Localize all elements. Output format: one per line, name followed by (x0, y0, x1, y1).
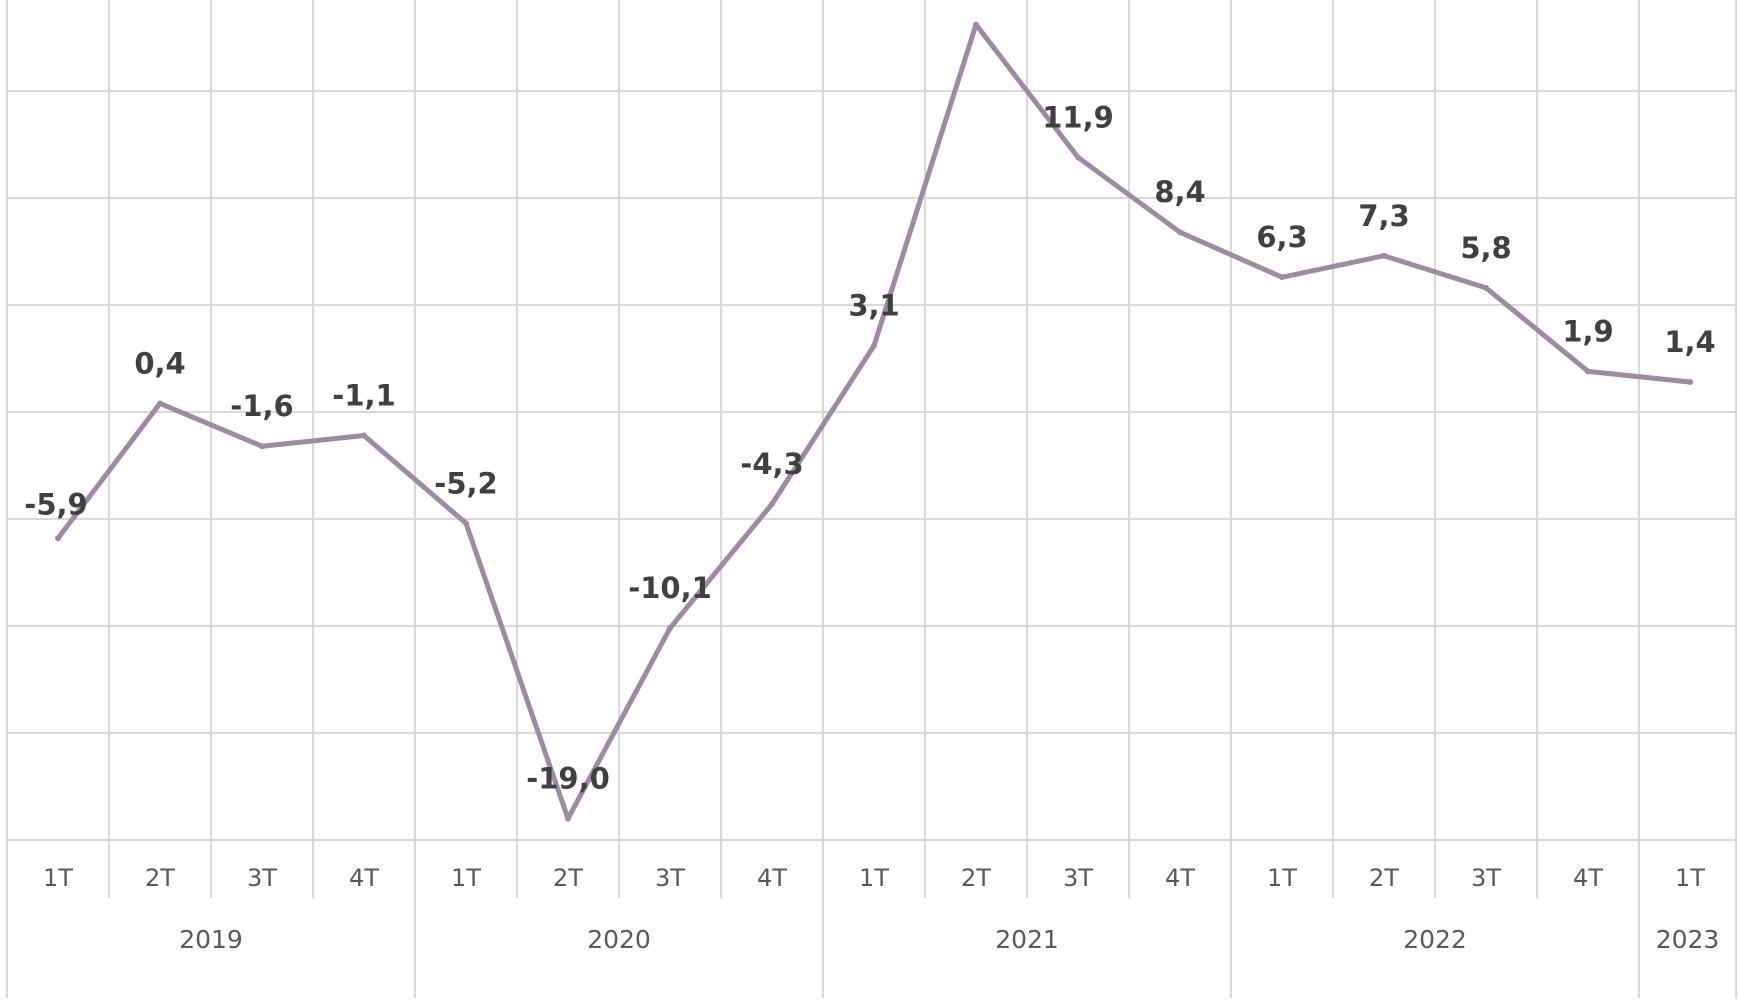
gridlines (6, 0, 1737, 841)
x-tick-label: 4T (1573, 864, 1603, 892)
data-point (1585, 368, 1591, 375)
x-tick-label: 1T (859, 864, 889, 892)
x-tick-label: 1T (1675, 864, 1705, 892)
data-point (1177, 229, 1183, 236)
series-layer (55, 21, 1693, 822)
data-label: 5,8 (1460, 231, 1511, 265)
data-point (1381, 252, 1387, 259)
year-group-label: 2021 (995, 925, 1059, 954)
data-label: -5,9 (24, 487, 87, 521)
data-label: 3,1 (848, 289, 899, 323)
year-group-label: 2020 (587, 925, 651, 954)
x-tick-label: 3T (247, 864, 277, 892)
data-label: -5,2 (434, 466, 497, 500)
x-tick-label: 1T (1267, 864, 1297, 892)
data-label: 7,3 (1358, 199, 1409, 233)
data-label: 6,3 (1256, 220, 1307, 254)
series-line (55, 22, 1693, 822)
x-tick-label: 2T (553, 864, 583, 892)
data-label: 11,9 (1042, 100, 1114, 134)
x-tick-label: 2T (145, 864, 175, 892)
data-label: 1,9 (1562, 314, 1613, 348)
x-tick-label: 1T (451, 864, 481, 892)
data-point (769, 501, 775, 508)
data-point (361, 432, 367, 439)
data-point (1075, 154, 1081, 161)
data-point (565, 815, 571, 822)
data-label: -10,1 (628, 571, 712, 605)
x-tick-label: 3T (1471, 864, 1501, 892)
data-point (871, 342, 877, 349)
year-group-label: 2019 (179, 925, 243, 954)
data-labels: -5,9 0,4 -1,6 -1,1 -5,2 -19,0 -10,1 -4,3 3,1 18,1… (24, 0, 1715, 796)
data-label: -1,1 (332, 379, 395, 413)
x-tick-label: 3T (655, 864, 685, 892)
data-label: 1,4 (1664, 325, 1715, 359)
data-point (259, 443, 265, 450)
data-label: 18,1 (940, 0, 1012, 2)
data-point (667, 625, 673, 632)
x-tick-label: 2T (1369, 864, 1399, 892)
year-group-label: 2023 (1656, 925, 1720, 954)
x-tick-label: 2T (961, 864, 991, 892)
data-label: -1,6 (230, 389, 293, 423)
year-group-label: 2022 (1403, 925, 1467, 954)
data-point (463, 520, 469, 527)
data-label: -4,3 (740, 447, 803, 481)
x-tick-label: 4T (1165, 864, 1195, 892)
data-label: -19,0 (526, 762, 610, 796)
x-tick-label: 1T (43, 864, 73, 892)
data-point (1279, 274, 1285, 281)
x-axis: 1T 2T 3T 4T 1T 2T 3T 4T 1T 2T 3T 4T 1T 2T 3T 4T 1T 2019 20… (6, 840, 1737, 998)
x-tick-label: 4T (757, 864, 787, 892)
data-label: 8,4 (1154, 175, 1205, 209)
data-point (55, 535, 61, 542)
data-point (973, 21, 979, 28)
x-tick-label: 3T (1063, 864, 1093, 892)
data-point (157, 400, 163, 407)
data-label: 0,4 (134, 346, 185, 380)
data-point (1483, 284, 1489, 291)
data-point (1687, 379, 1693, 386)
x-tick-label: 4T (349, 864, 379, 892)
